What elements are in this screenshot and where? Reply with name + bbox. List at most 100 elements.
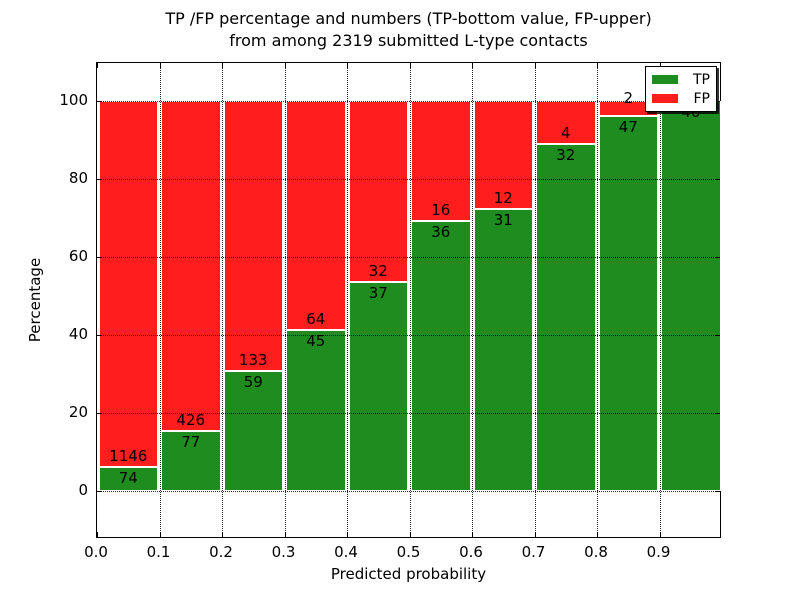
x-tick-mark (659, 63, 661, 68)
legend: TP FP (645, 66, 717, 112)
x-tick-mark (534, 532, 536, 537)
bar-label-tp: 36 (431, 222, 451, 241)
bar-label-tp: 59 (243, 372, 263, 391)
y-gridline (97, 491, 720, 492)
y-tick-mark (97, 334, 102, 336)
bar-label-fp: 4 (560, 123, 571, 142)
bar-segment-tp (286, 329, 346, 491)
y-gridline (97, 178, 720, 180)
x-tick-mark (159, 532, 161, 537)
x-gridline (222, 63, 223, 537)
x-tick-mark (409, 532, 411, 537)
bar-segment-tp (161, 431, 221, 491)
bar-label-tp: 47 (618, 118, 638, 137)
legend-item-tp: TP (652, 72, 710, 88)
y-axis-label: Percentage (26, 257, 44, 343)
y-tick-mark (715, 334, 720, 336)
x-tick-mark (222, 532, 223, 537)
plot-area: 1146744267713359644532371636123143224746 (96, 62, 721, 538)
x-tick-label: 0.9 (646, 543, 671, 561)
bar-label-tp: 31 (493, 211, 513, 230)
x-gridline (534, 63, 536, 537)
y-tick-mark (715, 412, 720, 414)
x-tick-label: 0.1 (146, 543, 171, 561)
y-tick-label: 100 (59, 90, 88, 109)
bar-segment-tp (348, 281, 408, 491)
bar-segment-tp (411, 220, 471, 491)
chart-title-line-1: TP /FP percentage and numbers (TP-bottom… (165, 9, 652, 28)
x-tick-mark (159, 63, 161, 68)
bar-segment-fp (286, 100, 346, 330)
bar-segment-tp (473, 209, 533, 491)
y-tick-label: 20 (68, 402, 88, 421)
bar-label-tp: 37 (368, 283, 388, 302)
x-gridline (409, 63, 411, 537)
y-tick-label: 40 (68, 324, 88, 343)
y-gridline (97, 100, 720, 102)
y-tick-mark (97, 178, 102, 180)
y-tick-label: 60 (68, 246, 88, 265)
bar-segment-fp (348, 100, 408, 282)
bar-label-fp: 1146 (109, 447, 148, 466)
x-tick-label: 0.5 (396, 543, 421, 561)
x-tick-mark (534, 63, 536, 68)
bar-label-fp: 426 (176, 411, 206, 430)
x-tick-label: 0.7 (521, 543, 546, 561)
x-tick-mark (472, 532, 473, 537)
x-gridline (159, 63, 161, 537)
y-tick-mark (715, 256, 720, 258)
y-tick-label: 80 (68, 168, 88, 187)
bar-segment-fp (98, 100, 158, 468)
tp-color-swatch-icon (652, 75, 678, 84)
y-tick-mark (97, 256, 102, 258)
bar-segment-fp (223, 100, 283, 371)
legend-label-tp: TP (693, 71, 710, 88)
x-tick-label: 0.3 (271, 543, 296, 561)
x-tick-mark (409, 63, 411, 68)
x-tick-mark (347, 63, 348, 68)
bar-label-fp: 64 (306, 309, 326, 328)
bar-label-fp: 12 (493, 189, 513, 208)
x-gridline (659, 63, 661, 537)
x-gridline (284, 63, 286, 537)
y-gridline (97, 334, 720, 336)
y-tick-label: 0 (78, 481, 88, 499)
x-tick-label: 0.4 (334, 543, 358, 561)
bar-label-tp: 74 (118, 469, 138, 488)
fp-color-swatch-icon (652, 94, 678, 103)
bar-segment-fp (411, 100, 471, 221)
x-tick-mark (597, 63, 598, 68)
x-tick-mark (347, 532, 348, 537)
x-tick-label: 0.0 (84, 543, 108, 561)
chart-title-line-2: from among 2319 submitted L-type contact… (229, 31, 588, 50)
x-tick-mark (472, 63, 473, 68)
x-gridline (472, 63, 473, 537)
x-tick-label: 0.8 (584, 543, 608, 561)
bar-segment-tp (598, 116, 658, 491)
x-tick-label: 0.6 (459, 543, 483, 561)
bar-segment-fp (161, 100, 221, 432)
y-gridline (97, 256, 720, 258)
y-tick-mark (97, 100, 102, 102)
legend-label-fp: FP (693, 90, 711, 107)
bar-segment-tp (536, 143, 596, 491)
bar-label-fp: 2 (623, 89, 634, 108)
bar-label-fp: 16 (431, 200, 451, 219)
bar-label-tp: 77 (181, 433, 201, 452)
x-axis-label: Predicted probability (330, 565, 487, 583)
legend-item-fp: FP (652, 91, 710, 107)
bar-segment-tp (98, 467, 158, 491)
bar-label-fp: 133 (238, 350, 268, 369)
bar-label-fp: 32 (368, 261, 388, 280)
x-tick-mark (284, 532, 286, 537)
x-tick-mark (284, 63, 286, 68)
bar-segment-tp (223, 370, 283, 491)
bar-label-tp: 45 (306, 331, 326, 350)
y-tick-mark (97, 491, 102, 492)
y-tick-mark (715, 100, 720, 102)
y-tick-mark (715, 491, 720, 492)
bar-label-tp: 32 (556, 145, 576, 164)
x-tick-mark (97, 63, 98, 68)
x-tick-mark (97, 532, 98, 537)
